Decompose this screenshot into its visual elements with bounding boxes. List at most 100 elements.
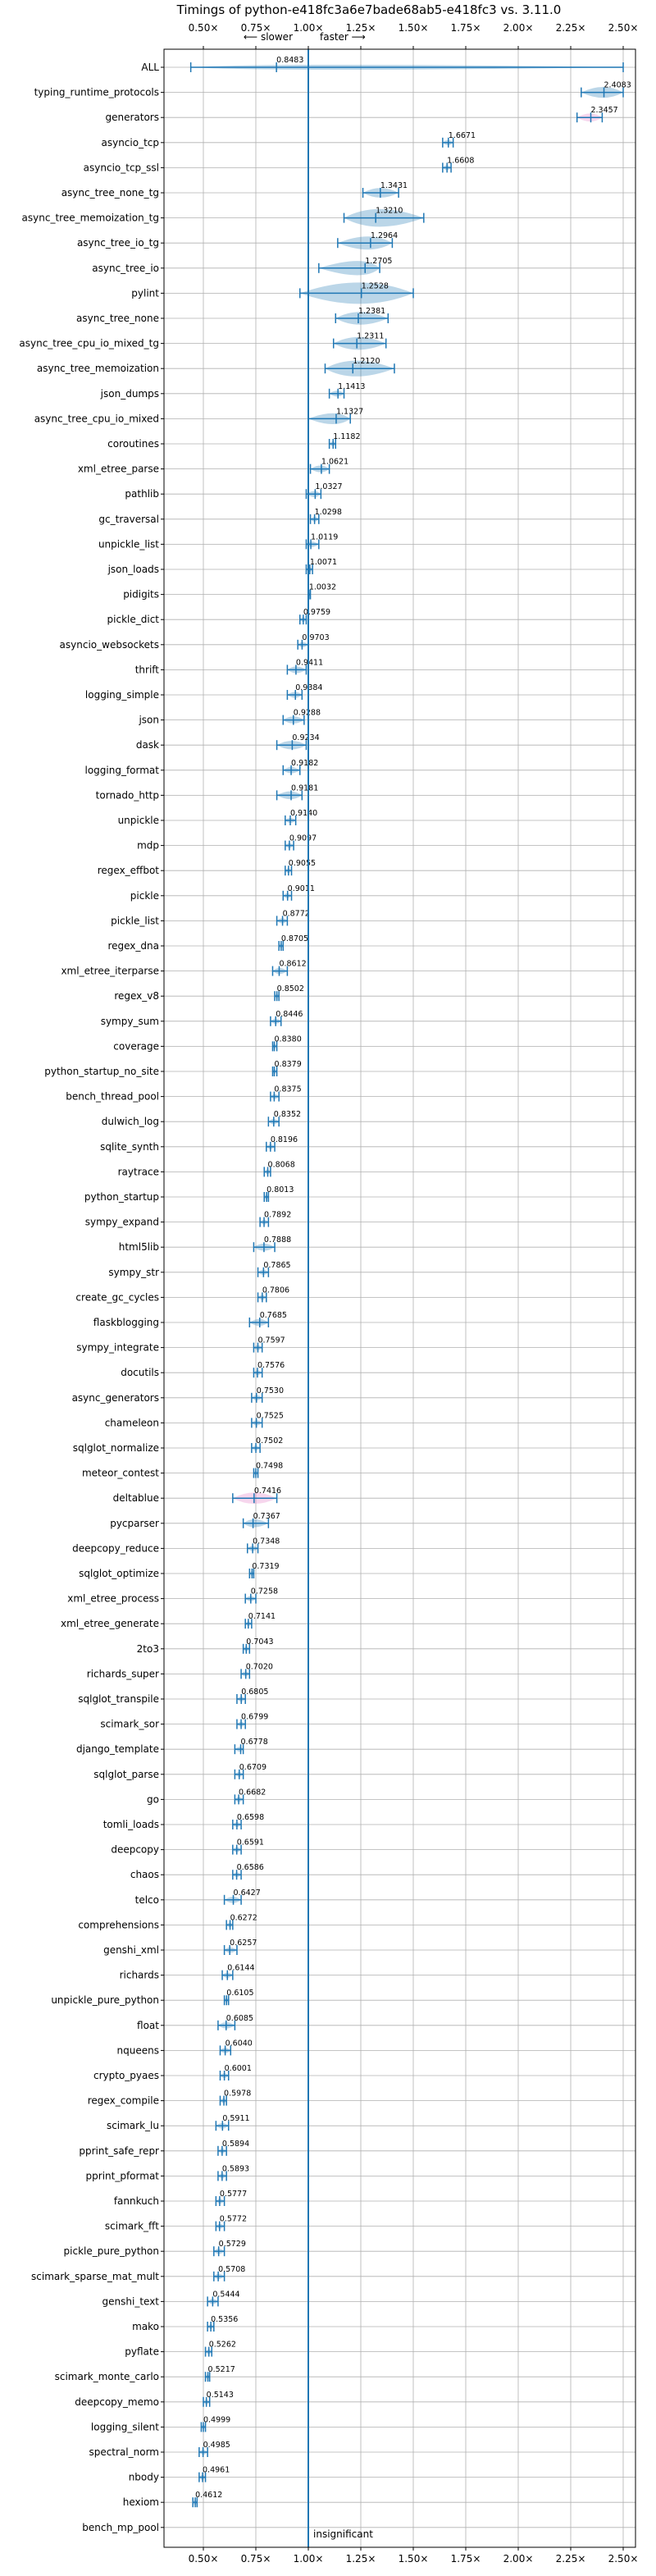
category-label: 2to3 (137, 1643, 159, 1655)
value-label: 0.5729 (219, 2240, 246, 2249)
category-label: unpickle_pure_python (51, 1994, 159, 2006)
category-label: scimark_monte_carlo (55, 2371, 159, 2382)
category-label: dulwich_log (102, 1116, 159, 1127)
value-label: 0.8380 (275, 1035, 302, 1044)
value-label: 0.4999 (203, 2415, 230, 2424)
chart-title: Timings of python-e418fc3a6e7bade68ab5-e… (176, 2, 562, 17)
x-tick-label-top: 1.25× (346, 22, 376, 34)
value-label: 0.6272 (230, 1913, 257, 1922)
value-label: 0.8196 (271, 1135, 298, 1144)
category-label: chameleon (105, 1417, 159, 1428)
category-label: logging_simple (85, 689, 159, 701)
category-label: sqlglot_normalize (73, 1442, 159, 1454)
category-label: genshi_text (102, 2295, 160, 2307)
category-label: dask (136, 739, 159, 751)
value-label: 0.7020 (246, 1662, 273, 1671)
value-label: 0.9055 (289, 859, 316, 868)
category-label: deepcopy_reduce (72, 1542, 159, 1554)
value-label: 1.6608 (447, 156, 474, 165)
category-label: async_tree_io_tg (77, 237, 159, 249)
category-label: float (137, 2020, 159, 2031)
value-label: 1.0071 (310, 558, 337, 567)
category-label: deepcopy_memo (75, 2396, 159, 2408)
category-label: sympy_integrate (76, 1342, 159, 1354)
value-label: 1.2311 (357, 332, 384, 341)
value-label: 0.7416 (254, 1487, 281, 1496)
value-label: 0.8502 (277, 984, 304, 993)
category-label: asyncio_tcp (101, 137, 159, 148)
value-label: 0.8446 (276, 1010, 303, 1019)
value-label: 0.5772 (220, 2215, 247, 2224)
value-label: 0.6257 (230, 1939, 257, 1948)
value-label: 0.9703 (302, 633, 329, 642)
value-label: 0.7043 (246, 1637, 273, 1647)
value-label: 1.3431 (380, 181, 408, 190)
x-tick-label-top: 2.00× (503, 22, 534, 34)
value-label: 0.5777 (220, 2190, 247, 2199)
category-labels: ALL typing_runtime_protocols generators asy… (19, 62, 159, 2533)
value-label: 0.6001 (225, 2064, 252, 2073)
category-label: sqlglot_optimize (79, 1568, 159, 1579)
category-label: python_startup (84, 1191, 159, 1203)
x-tick-label-top: 1.75× (451, 22, 481, 34)
x-tick-label-bottom: 1.75× (451, 2553, 481, 2565)
category-label: regex_v8 (114, 990, 159, 1002)
category-label: sympy_expand (85, 1217, 159, 1228)
category-label: async_tree_cpu_io_mixed_tg (19, 338, 159, 349)
x-tick-label-top: 0.75× (241, 22, 271, 34)
value-label: 0.8068 (268, 1160, 295, 1169)
category-label: regex_compile (88, 2095, 159, 2107)
value-label: 0.6709 (239, 1763, 266, 1772)
value-label: 0.7502 (256, 1436, 283, 1446)
x-tick-label-bottom: 2.50× (608, 2553, 639, 2565)
value-label: 0.5262 (209, 2341, 236, 2350)
category-label: tornado_http (96, 789, 159, 801)
category-label: flaskblogging (93, 1317, 159, 1328)
category-label: scimark_lu (107, 2120, 159, 2131)
value-label: 0.5893 (222, 2164, 249, 2173)
category-label: pyflate (125, 2346, 159, 2358)
category-label: xml_etree_process (67, 1593, 159, 1605)
category-label: xml_etree_generate (61, 1618, 159, 1629)
category-label: scimark_fft (105, 2221, 159, 2232)
category-label: asyncio_websockets (60, 639, 159, 651)
value-label: 0.9140 (290, 809, 317, 818)
value-label: 1.2381 (358, 307, 385, 316)
category-label: typing_runtime_protocols (34, 87, 159, 98)
value-label: 0.8705 (281, 934, 308, 943)
value-label: 0.5978 (224, 2090, 251, 2099)
value-label: 0.7498 (256, 1462, 283, 1471)
category-label: richards_super (87, 1668, 159, 1679)
value-label: 0.7367 (253, 1512, 280, 1521)
value-label: 1.1413 (338, 382, 365, 391)
category-label: nbody (129, 2472, 159, 2483)
value-label: 2.3457 (590, 106, 617, 115)
value-label: 0.7597 (257, 1336, 285, 1345)
value-label: 0.6778 (241, 1738, 268, 1747)
category-label: crypto_pyaes (93, 2070, 159, 2081)
value-label: 0.9234 (292, 733, 319, 742)
value-label: 0.7576 (257, 1361, 285, 1370)
value-label: 0.6591 (237, 1838, 264, 1848)
category-label: spectral_norm (89, 2446, 159, 2458)
category-label: unpickle (118, 815, 159, 826)
value-label: 1.2705 (365, 257, 392, 266)
value-label: 0.7888 (264, 1235, 291, 1245)
category-label: regex_effbot (98, 865, 160, 876)
value-label: 0.9097 (289, 834, 317, 843)
value-label: 0.6586 (237, 1863, 264, 1872)
category-label: pickle_dict (107, 614, 160, 625)
category-label: pidigits (123, 589, 159, 601)
x-tick-label-bottom: 0.75× (241, 2553, 271, 2565)
x-tick-label-bottom: 2.00× (503, 2553, 534, 2565)
category-label: pickle (130, 890, 159, 902)
value-label: 0.5356 (211, 2315, 238, 2324)
category-label: regex_dna (107, 940, 159, 952)
category-label: json (138, 715, 159, 726)
value-label: 1.1327 (336, 407, 363, 416)
category-label: logging_format (84, 765, 159, 776)
value-label: 0.6085 (226, 2014, 253, 2023)
category-label: pprint_safe_repr (79, 2145, 159, 2157)
value-label: 0.7530 (257, 1386, 284, 1395)
